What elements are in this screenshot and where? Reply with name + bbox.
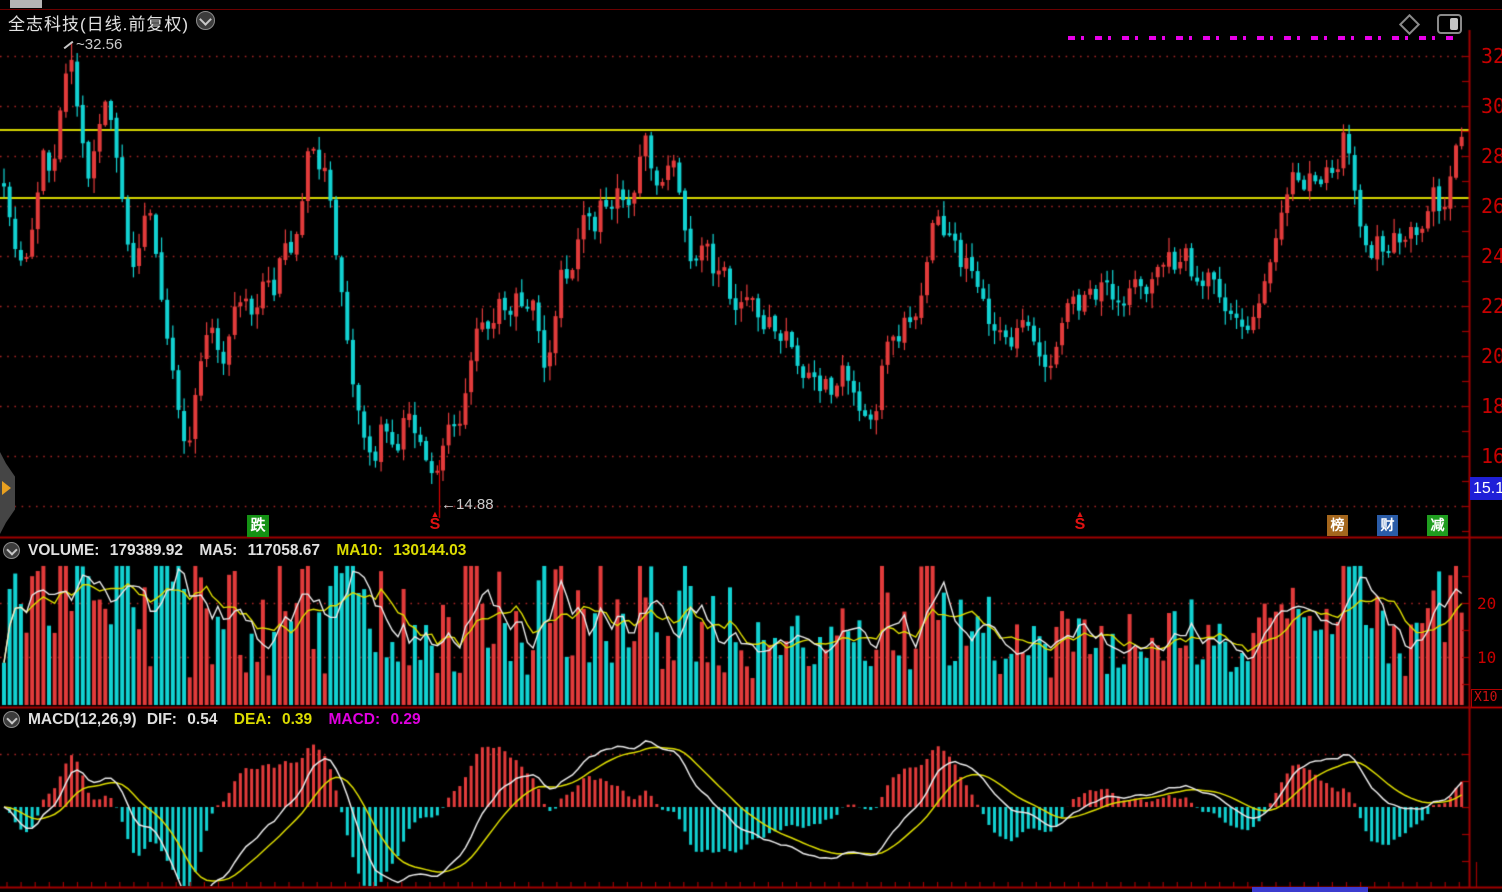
volume-axis-label: 10 <box>1477 648 1497 667</box>
price-axis-label: 28 <box>1481 144 1502 168</box>
volume-pane-header: VOLUME: 179389.92 MA5: 117058.67 MA10: 1… <box>28 542 478 560</box>
volume-label: VOLUME: <box>28 542 100 559</box>
volume-value: 179389.92 <box>109 542 184 559</box>
dea-value: 0.39 <box>281 711 313 728</box>
event-badge[interactable]: 减 <box>1427 515 1448 536</box>
price-axis-label: 26 <box>1481 194 1502 218</box>
fall-event-badge[interactable]: 跌 <box>247 515 269 537</box>
ex-rights-marker[interactable]: ▲ S <box>429 509 441 533</box>
timeline-scrollbar-thumb[interactable] <box>1252 887 1368 892</box>
price-axis-label: 24 <box>1481 244 1502 268</box>
macd-label: MACD: <box>328 711 381 728</box>
volume-axis-label: 20 <box>1477 594 1497 613</box>
volume-unit-label: X10 <box>1471 689 1502 708</box>
macd-pane-chevron-icon[interactable] <box>3 711 20 728</box>
window-top-border <box>0 9 1502 10</box>
macd-params-label: MACD(12,26,9) <box>28 711 137 728</box>
macd-pane-header: MACD(12,26,9) DIF: 0.54 DEA: 0.39 MACD: … <box>28 711 433 729</box>
price-axis-label: 16 <box>1481 444 1502 468</box>
price-axis-label: 20 <box>1481 344 1502 368</box>
ma10-label: MA10: <box>336 542 383 559</box>
event-badge[interactable]: 榜 <box>1327 515 1348 536</box>
dif-label: DIF: <box>146 711 177 728</box>
title-chevron-down-icon[interactable] <box>196 11 215 30</box>
price-axis-label: 30 <box>1481 94 1502 118</box>
high-price-annotation: ~32.56 <box>76 36 123 53</box>
ma5-label: MA5: <box>199 542 238 559</box>
current-price-badge: 15.1 <box>1470 477 1502 500</box>
panel-toggle-icon[interactable] <box>1437 14 1462 34</box>
dea-label: DEA: <box>233 711 272 728</box>
dif-value: 0.54 <box>187 711 218 728</box>
low-price-annotation: ←14.88 <box>441 496 494 513</box>
volume-pane-chevron-icon[interactable] <box>3 542 20 559</box>
price-axis-label: 22 <box>1481 294 1502 318</box>
ex-rights-marker[interactable]: ▲ S <box>1074 509 1086 533</box>
stock-title: 全志科技(日线.前复权) <box>8 15 190 34</box>
macd-value: 0.29 <box>390 711 421 728</box>
ma5-value: 117058.67 <box>247 542 320 559</box>
window-chrome-strip <box>10 0 42 8</box>
ma10-value: 130144.03 <box>393 542 467 559</box>
expand-arrow-icon[interactable] <box>2 481 11 495</box>
price-axis-label: 32 <box>1481 44 1502 68</box>
event-badge[interactable]: 财 <box>1377 515 1398 536</box>
price-axis-label: 18 <box>1481 394 1502 418</box>
clipped-indicator-dashes <box>1068 36 1458 40</box>
